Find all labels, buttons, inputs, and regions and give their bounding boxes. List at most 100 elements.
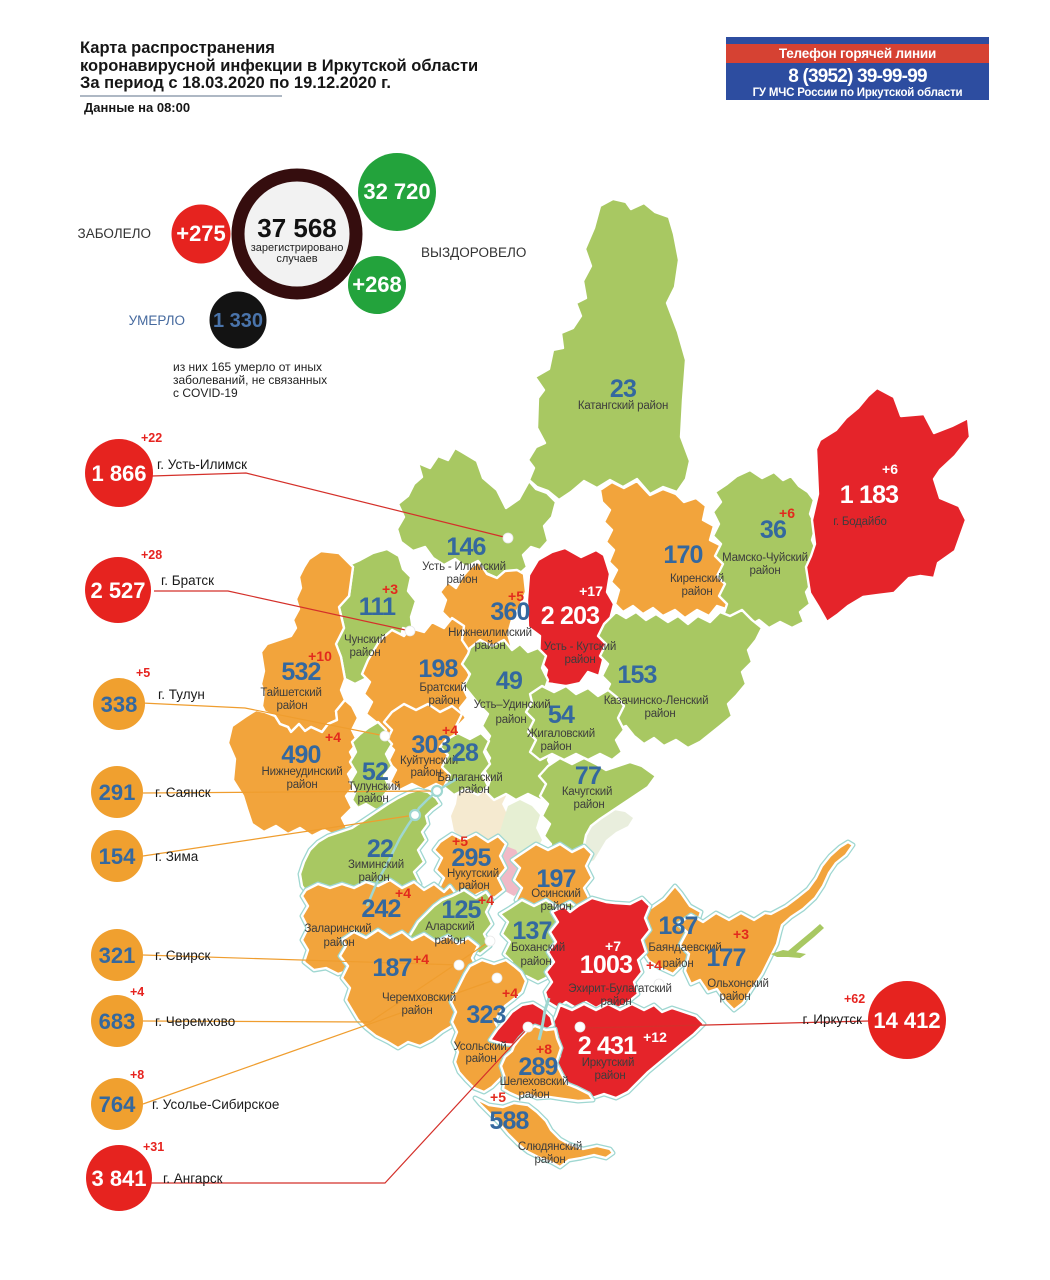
svg-text:+12: +12 (643, 1029, 667, 1045)
svg-text:+6: +6 (779, 505, 795, 521)
svg-text:район: район (324, 937, 355, 949)
svg-text:Куйтунский: Куйтунский (400, 755, 458, 767)
svg-text:764: 764 (99, 1092, 136, 1117)
svg-text:Мамско-Чуйский: Мамско-Чуйский (722, 552, 808, 564)
svg-text:303: 303 (411, 731, 450, 759)
svg-text:137: 137 (512, 917, 551, 945)
svg-text:125: 125 (441, 896, 481, 924)
svg-text:+62: +62 (844, 992, 865, 1006)
svg-text:район: район (475, 640, 506, 652)
svg-text:338: 338 (101, 692, 138, 717)
svg-text:район: район (411, 767, 442, 779)
svg-text:77: 77 (575, 762, 601, 790)
svg-text:360: 360 (490, 598, 529, 626)
svg-text:588: 588 (489, 1107, 529, 1135)
svg-text:321: 321 (99, 943, 136, 968)
svg-text:Тулунский: Тулунский (348, 781, 401, 793)
svg-text:Тайшетский: Тайшетский (260, 687, 321, 699)
svg-text:+5: +5 (508, 588, 524, 604)
svg-text:район: район (663, 958, 694, 970)
svg-text:УМЕРЛО: УМЕРЛО (129, 313, 185, 328)
svg-text:район: район (541, 741, 572, 753)
svg-text:14 412: 14 412 (873, 1008, 940, 1033)
svg-text:23: 23 (610, 375, 636, 403)
svg-text:район: район (496, 714, 527, 726)
svg-text:+3: +3 (382, 581, 398, 597)
svg-text:район: район (574, 799, 605, 811)
svg-text:37 568: 37 568 (257, 213, 337, 243)
svg-text:г. Усть-Илимск: г. Усть-Илимск (157, 457, 247, 472)
svg-text:Зиминский: Зиминский (348, 859, 404, 871)
svg-text:район: район (359, 872, 390, 884)
svg-text:случаев: случаев (276, 253, 317, 265)
svg-text:район: район (601, 996, 632, 1008)
svg-text:район: район (519, 1089, 550, 1101)
svg-text:г. Бодайбо: г. Бодайбо (833, 516, 886, 528)
svg-text:район: район (720, 991, 751, 1003)
svg-text:г. Черемхово: г. Черемхово (155, 1014, 235, 1029)
svg-text:Нижнеилимский: Нижнеилимский (448, 627, 532, 639)
svg-text:район: район (277, 700, 308, 712)
svg-text:район: район (595, 1070, 626, 1082)
svg-text:район: район (565, 654, 596, 666)
svg-text:г. Иркутск: г. Иркутск (803, 1012, 863, 1027)
svg-text:2 527: 2 527 (90, 578, 145, 603)
svg-text:49: 49 (496, 667, 522, 695)
svg-text:Черемховский: Черемховский (382, 992, 456, 1004)
svg-text:+8: +8 (536, 1041, 552, 1057)
svg-text:Усть - Илимский: Усть - Илимский (422, 561, 506, 573)
svg-text:295: 295 (451, 844, 491, 872)
svg-text:2 203: 2 203 (541, 602, 600, 630)
svg-text:+8: +8 (130, 1068, 144, 1082)
svg-text:+17: +17 (579, 583, 603, 599)
svg-text:Жигаловский: Жигаловский (527, 728, 595, 740)
svg-text:170: 170 (663, 541, 702, 569)
svg-text:Нижнеудинский: Нижнеудинский (262, 766, 343, 778)
svg-text:ЗАБОЛЕЛО: ЗАБОЛЕЛО (78, 226, 151, 241)
svg-text:323: 323 (466, 1001, 505, 1029)
svg-text:ВЫЗДОРОВЕЛО: ВЫЗДОРОВЕЛО (421, 245, 526, 260)
svg-text:2 431: 2 431 (578, 1032, 637, 1060)
svg-text:Осинский: Осинский (531, 888, 581, 900)
svg-text:район: район (447, 574, 478, 586)
svg-text:Катангский район: Катангский район (578, 400, 668, 412)
svg-text:Качугский: Качугский (562, 786, 612, 798)
svg-text:Усольский: Усольский (453, 1041, 506, 1053)
svg-text:+5: +5 (490, 1089, 506, 1105)
svg-text:+4: +4 (130, 985, 144, 999)
svg-text:+5: +5 (452, 833, 468, 849)
svg-text:1 183: 1 183 (840, 481, 899, 509)
svg-text:Заларинский: Заларинский (304, 923, 371, 935)
svg-text:+28: +28 (141, 548, 162, 562)
svg-text:1 866: 1 866 (91, 461, 146, 486)
svg-text:район: район (435, 935, 466, 947)
svg-text:532: 532 (281, 658, 320, 686)
svg-text:242: 242 (361, 895, 400, 923)
svg-text:район: район (541, 901, 572, 913)
svg-text:Казачинско-Ленский: Казачинско-Ленский (604, 695, 709, 707)
svg-text:154: 154 (99, 844, 136, 869)
svg-text:район: район (287, 779, 318, 791)
svg-text:г. Тулун: г. Тулун (158, 687, 205, 702)
svg-text:+4: +4 (502, 985, 518, 1001)
svg-text:район: район (429, 695, 460, 707)
svg-text:Баяндаевский: Баяндаевский (648, 942, 721, 954)
svg-text:район: район (645, 708, 676, 720)
svg-text:54: 54 (548, 701, 575, 729)
svg-text:г. Свирск: г. Свирск (155, 948, 210, 963)
svg-text:+4: +4 (395, 885, 411, 901)
svg-text:район: район (459, 880, 490, 892)
svg-text:36: 36 (760, 516, 786, 544)
svg-text:289: 289 (518, 1053, 557, 1081)
svg-text:с COVID-19: с COVID-19 (173, 386, 238, 400)
svg-text:Эхирит-Булагатский: Эхирит-Булагатский (568, 983, 672, 995)
svg-text:Усть - Кутский: Усть - Кутский (544, 641, 616, 653)
svg-text:Слюдянский: Слюдянский (518, 1141, 582, 1153)
svg-text:Аларский: Аларский (425, 921, 474, 933)
svg-text:Боханский: Боханский (511, 942, 565, 954)
svg-text:+4: +4 (478, 892, 494, 908)
svg-text:Братский: Братский (419, 682, 466, 694)
svg-text:г. Саянск: г. Саянск (155, 785, 211, 800)
svg-text:заболеваний, не связанных: заболеваний, не связанных (173, 373, 327, 387)
svg-text:район: район (466, 1053, 497, 1065)
